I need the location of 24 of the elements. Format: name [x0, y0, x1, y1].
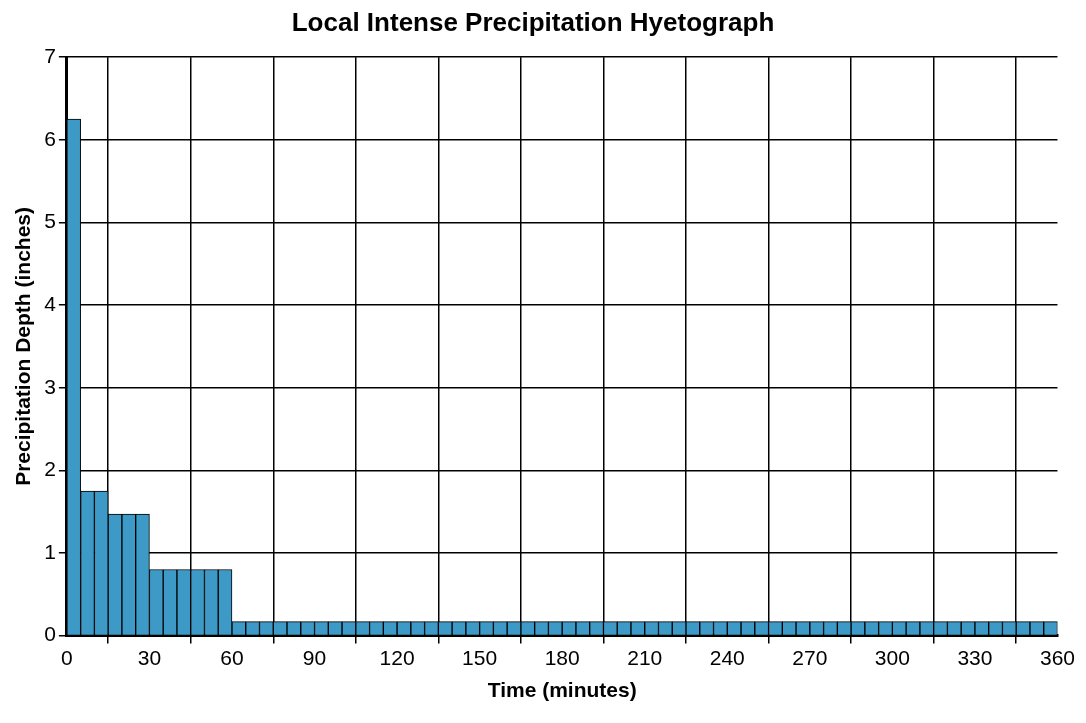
- x-tick-label: 360: [1039, 646, 1075, 669]
- y-tick-label: 4: [44, 291, 57, 315]
- x-tick-label: 0: [61, 646, 73, 669]
- x-tick-label: 240: [709, 646, 745, 669]
- y-tick-label: 1: [44, 539, 56, 563]
- x-axis-title: Time (minutes): [487, 678, 637, 702]
- chart-title: Local Intense Precipitation Hyetograph: [291, 6, 775, 37]
- y-tick-label: 0: [44, 622, 56, 646]
- x-tick-label: 120: [379, 646, 415, 669]
- x-tick-label: 210: [627, 646, 663, 669]
- x-tick-label: 150: [462, 646, 498, 669]
- x-tick-label: 30: [137, 646, 162, 669]
- x-tick-label: 270: [792, 646, 828, 669]
- x-tick-label: 300: [874, 646, 910, 669]
- x-tick-label: 330: [957, 646, 993, 669]
- y-axis-title: Precipitation Depth (inches): [11, 206, 35, 486]
- y-tick-label: 3: [44, 374, 56, 398]
- y-tick-label: 6: [44, 126, 56, 150]
- y-tick-label: 5: [44, 209, 56, 233]
- x-tick-label: 90: [302, 646, 327, 669]
- y-tick-label: 2: [44, 457, 56, 481]
- x-tick-label: 180: [544, 646, 580, 669]
- y-tick-label: 7: [44, 44, 56, 67]
- x-tick-label: 60: [220, 646, 244, 669]
